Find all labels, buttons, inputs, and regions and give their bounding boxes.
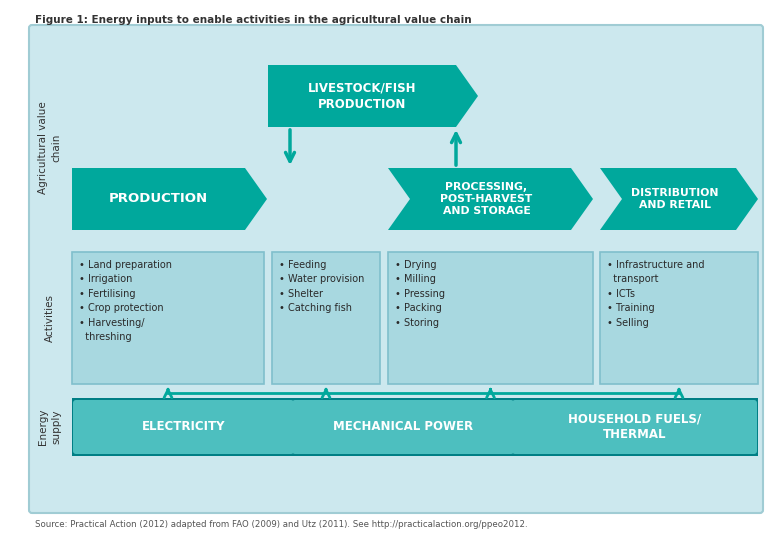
FancyBboxPatch shape	[512, 400, 757, 454]
Polygon shape	[268, 65, 478, 127]
Text: • Feeding
• Water provision
• Shelter
• Catching fish: • Feeding • Water provision • Shelter • …	[279, 260, 365, 313]
Polygon shape	[600, 168, 758, 230]
FancyBboxPatch shape	[29, 25, 763, 513]
FancyBboxPatch shape	[388, 252, 593, 384]
FancyBboxPatch shape	[600, 252, 758, 384]
Text: Agricultural value
chain: Agricultural value chain	[38, 101, 61, 194]
Text: DISTRIBUTION
AND RETAIL: DISTRIBUTION AND RETAIL	[631, 188, 719, 210]
FancyBboxPatch shape	[292, 400, 514, 454]
Text: Figure 1: Energy inputs to enable activities in the agricultural value chain: Figure 1: Energy inputs to enable activi…	[35, 15, 472, 25]
FancyBboxPatch shape	[72, 398, 758, 456]
FancyBboxPatch shape	[272, 252, 380, 384]
Text: LIVESTOCK/FISH
PRODUCTION: LIVESTOCK/FISH PRODUCTION	[308, 82, 416, 111]
Text: Source: Practical Action (2012) adapted from FAO (2009) and Utz (2011). See http: Source: Practical Action (2012) adapted …	[35, 520, 528, 529]
Text: • Infrastructure and
  transport
• ICTs
• Training
• Selling: • Infrastructure and transport • ICTs • …	[607, 260, 705, 328]
Text: MECHANICAL POWER: MECHANICAL POWER	[333, 421, 473, 433]
Text: Activities: Activities	[45, 294, 55, 342]
Polygon shape	[388, 168, 593, 230]
Text: Energy
supply: Energy supply	[38, 409, 61, 445]
Text: ELECTRICITY: ELECTRICITY	[142, 421, 225, 433]
Text: • Drying
• Milling
• Pressing
• Packing
• Storing: • Drying • Milling • Pressing • Packing …	[395, 260, 445, 328]
Polygon shape	[72, 168, 267, 230]
Text: • Land preparation
• Irrigation
• Fertilising
• Crop protection
• Harvesting/
  : • Land preparation • Irrigation • Fertil…	[79, 260, 172, 342]
FancyBboxPatch shape	[72, 252, 264, 384]
Text: HOUSEHOLD FUELS/
THERMAL: HOUSEHOLD FUELS/ THERMAL	[568, 413, 701, 441]
Text: PROCESSING,
POST-HARVEST
AND STORAGE: PROCESSING, POST-HARVEST AND STORAGE	[440, 182, 532, 216]
FancyBboxPatch shape	[73, 400, 294, 454]
Text: PRODUCTION: PRODUCTION	[109, 192, 208, 205]
